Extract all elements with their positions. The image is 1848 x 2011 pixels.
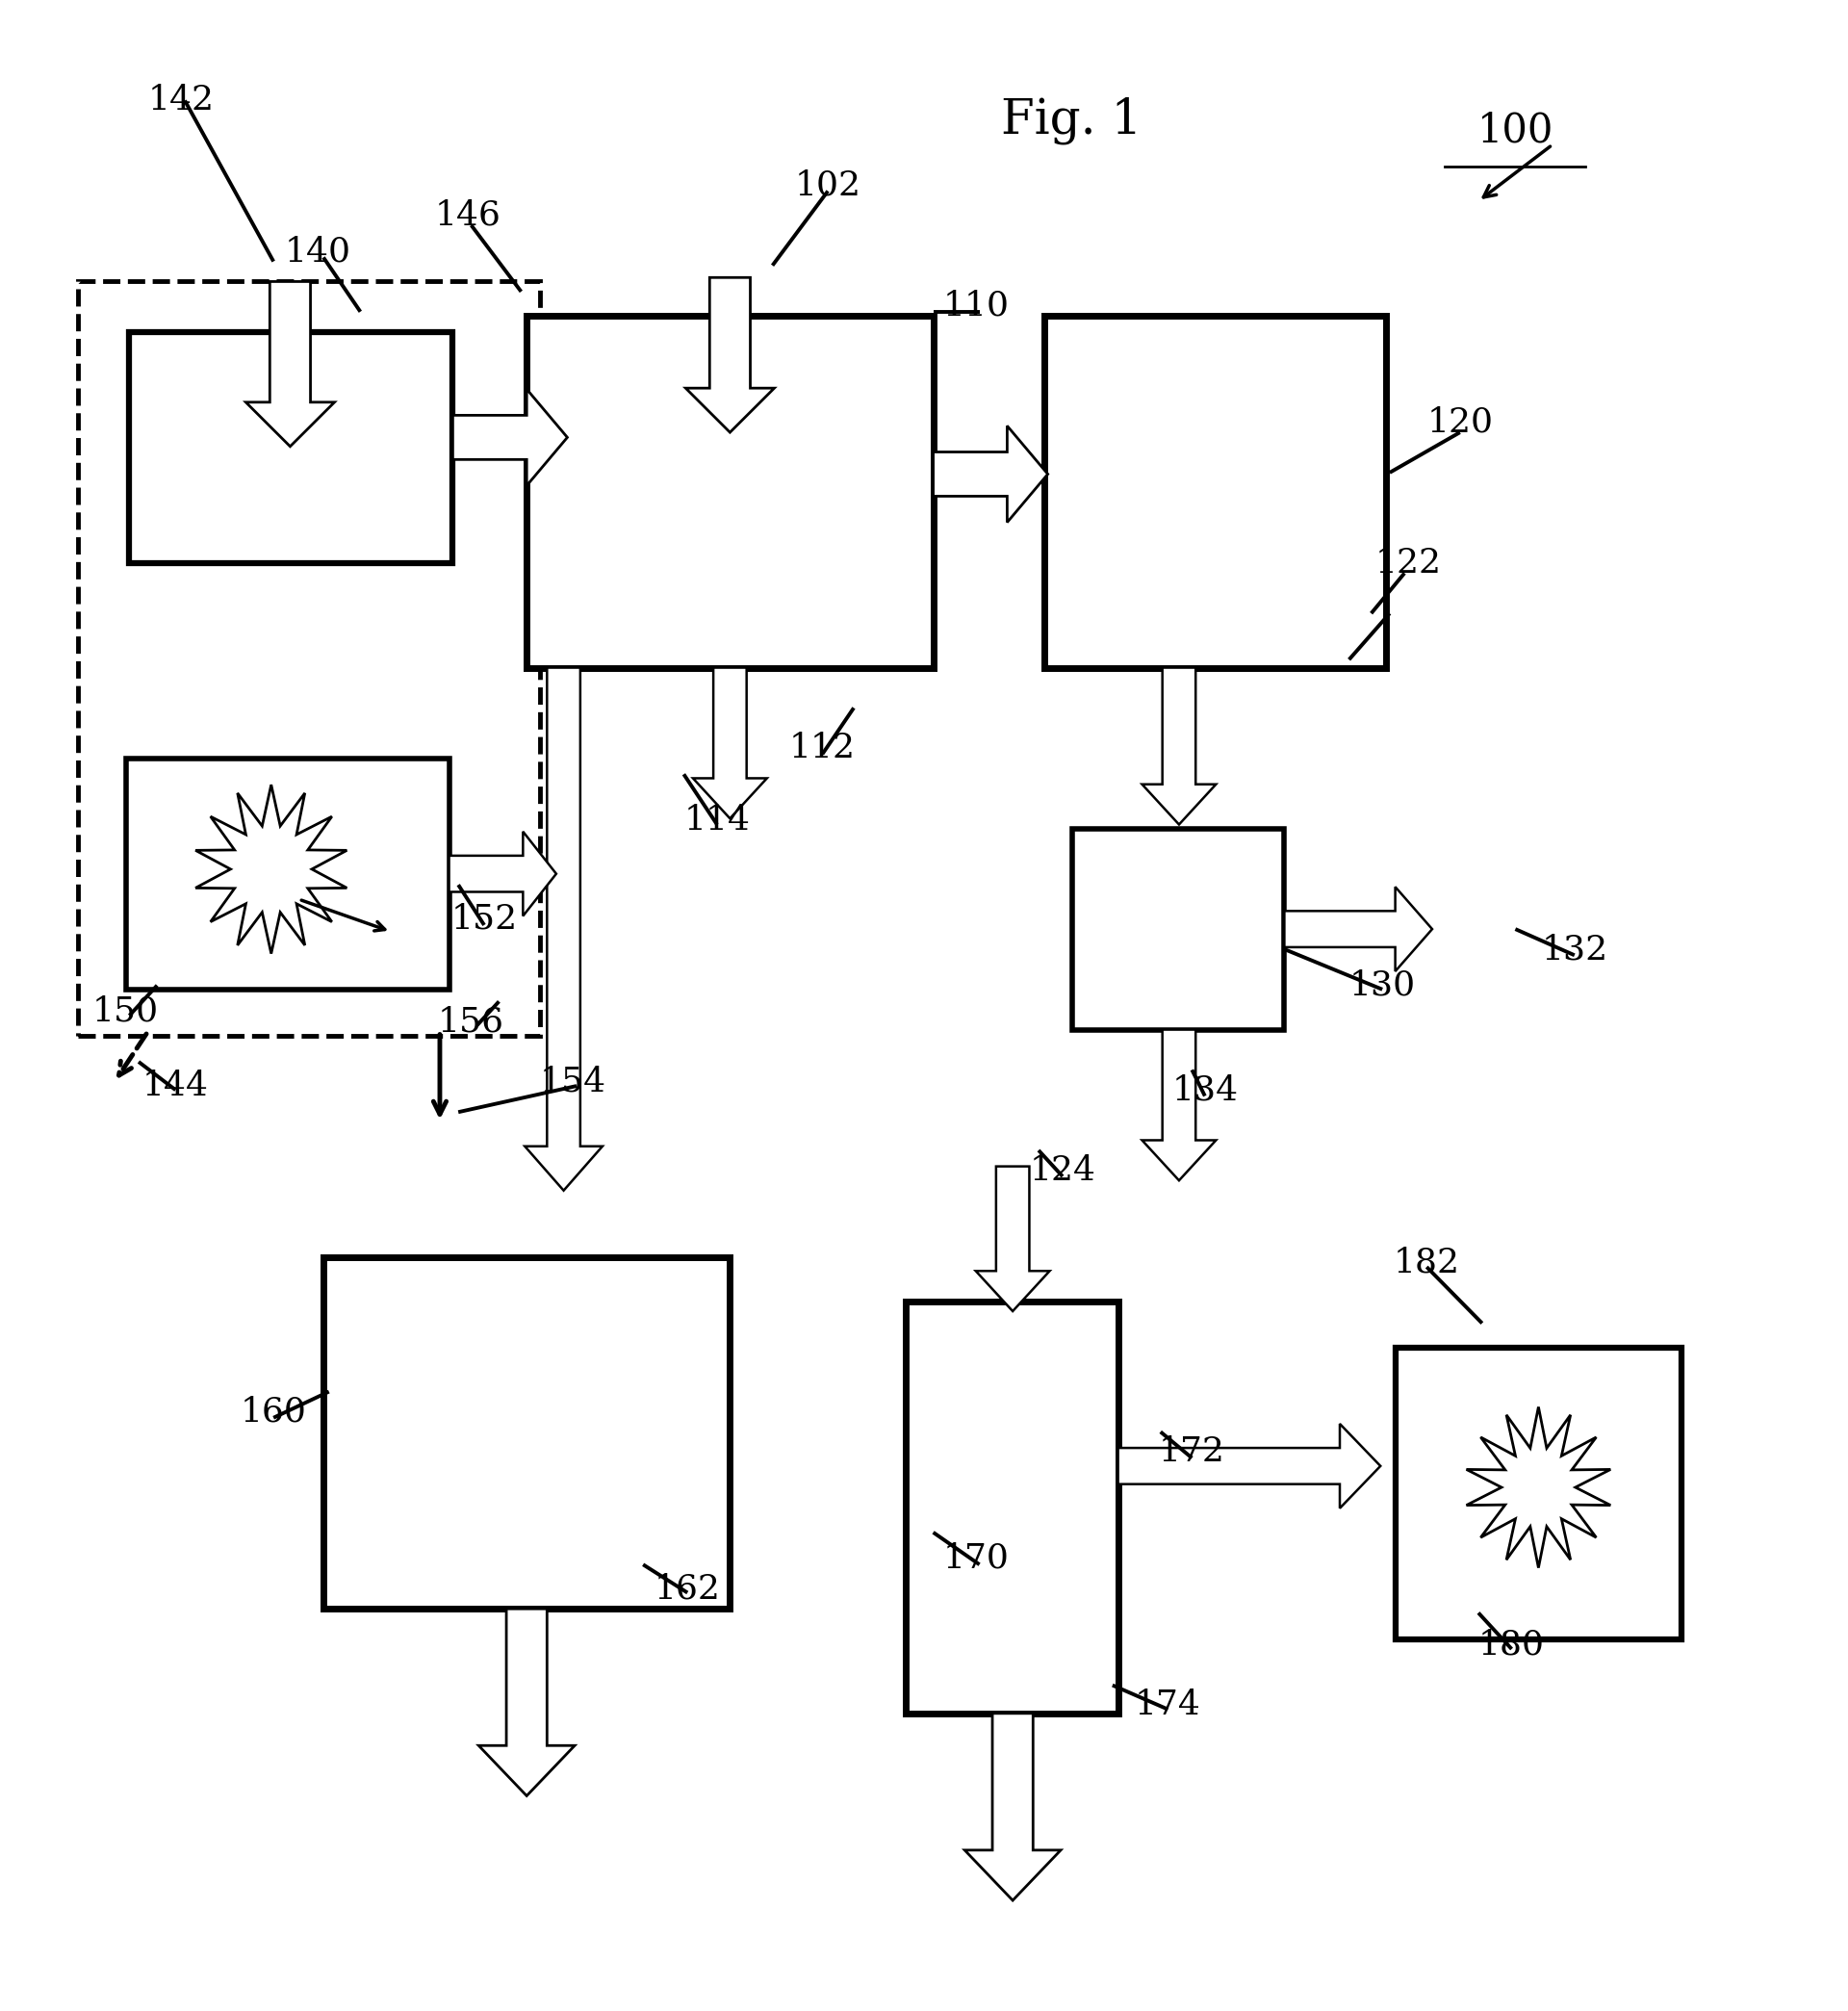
Text: 172: 172 xyxy=(1159,1436,1225,1468)
Polygon shape xyxy=(686,278,774,432)
Bar xyxy=(1395,1347,1682,1639)
Text: 140: 140 xyxy=(285,235,351,267)
Text: 122: 122 xyxy=(1375,547,1441,579)
Text: 152: 152 xyxy=(451,903,517,935)
Polygon shape xyxy=(1142,668,1216,825)
Polygon shape xyxy=(1142,1030,1216,1180)
Bar xyxy=(78,282,540,1036)
Polygon shape xyxy=(976,1166,1050,1311)
Text: 130: 130 xyxy=(1349,969,1416,1001)
Bar xyxy=(129,332,453,563)
Polygon shape xyxy=(246,282,334,446)
Text: 154: 154 xyxy=(540,1066,606,1098)
Text: 102: 102 xyxy=(795,169,861,201)
Text: 100: 100 xyxy=(1477,111,1554,151)
Text: 156: 156 xyxy=(438,1006,505,1038)
Text: 132: 132 xyxy=(1541,933,1608,965)
Polygon shape xyxy=(453,390,567,487)
Text: 170: 170 xyxy=(942,1542,1009,1575)
Polygon shape xyxy=(965,1713,1061,1900)
Polygon shape xyxy=(449,833,556,917)
Bar xyxy=(323,1257,730,1609)
Text: 124: 124 xyxy=(1029,1154,1096,1186)
Text: 150: 150 xyxy=(92,995,159,1028)
Text: 134: 134 xyxy=(1172,1074,1238,1106)
Text: 142: 142 xyxy=(148,84,214,117)
Polygon shape xyxy=(479,1609,575,1796)
Bar xyxy=(906,1301,1118,1713)
Polygon shape xyxy=(1118,1424,1380,1508)
Bar xyxy=(126,758,449,989)
Polygon shape xyxy=(196,784,347,953)
Polygon shape xyxy=(1284,887,1432,971)
Polygon shape xyxy=(693,668,767,818)
Text: 182: 182 xyxy=(1393,1247,1460,1279)
Bar xyxy=(1044,316,1386,668)
Text: 174: 174 xyxy=(1135,1689,1201,1721)
Polygon shape xyxy=(525,668,602,1191)
Text: Fig. 1: Fig. 1 xyxy=(1002,97,1142,145)
Polygon shape xyxy=(1467,1408,1610,1569)
Text: 144: 144 xyxy=(142,1070,209,1102)
Text: 110: 110 xyxy=(942,290,1009,322)
Polygon shape xyxy=(933,426,1048,523)
Text: 120: 120 xyxy=(1427,406,1493,438)
Bar xyxy=(527,316,933,668)
Bar xyxy=(1072,829,1284,1030)
Text: 112: 112 xyxy=(789,732,856,764)
Text: 162: 162 xyxy=(654,1573,721,1605)
Text: 114: 114 xyxy=(684,804,750,837)
Text: 146: 146 xyxy=(434,199,501,231)
Text: 160: 160 xyxy=(240,1396,307,1428)
Text: 180: 180 xyxy=(1478,1629,1545,1661)
